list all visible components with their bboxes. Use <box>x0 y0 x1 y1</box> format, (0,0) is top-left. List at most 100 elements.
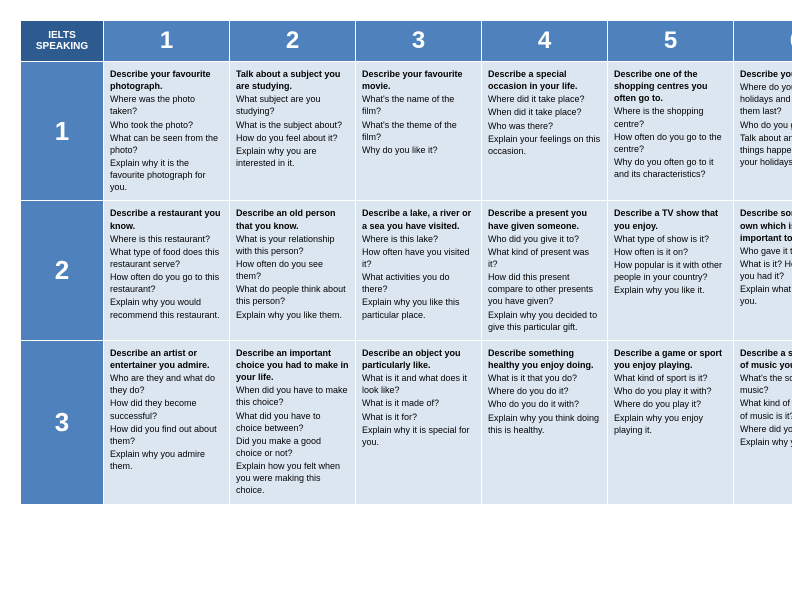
cell-question: Where do you play it? <box>614 398 727 410</box>
row-header-3: 3 <box>21 340 104 504</box>
cell-question: What's the name of the film? <box>362 93 475 117</box>
header-row: IELTS SPEAKING 1 2 3 4 5 6 <box>21 21 792 62</box>
col-header-6: 6 <box>734 21 792 62</box>
cell-question: What did you have to choice between? <box>236 410 349 434</box>
cell-question: How did you find out about them? <box>110 423 223 447</box>
cell-question: What type of show is it? <box>614 233 727 245</box>
cell-question: Explain why you enjoy playing it. <box>614 412 727 436</box>
ielts-speaking-table: IELTS SPEAKING 1 2 3 4 5 6 1 Describe yo… <box>20 20 792 505</box>
row-header-1: 1 <box>21 62 104 201</box>
cell-question: Where did it take place? <box>488 93 601 105</box>
cell-question: What can be seen from the photo? <box>110 132 223 156</box>
cell-question: Explain why you like it. <box>740 436 792 448</box>
cell-question: Who gave it to you? <box>740 245 792 257</box>
cell-3-2: Describe an important choice you had to … <box>230 340 356 504</box>
cell-question: Where is this lake? <box>362 233 475 245</box>
cell-title: Talk about a subject you are studying. <box>236 68 349 92</box>
cell-question: Where do you do it? <box>488 385 601 397</box>
row-header-2: 2 <box>21 201 104 340</box>
col-header-2: 2 <box>230 21 356 62</box>
cell-question: Why do you like it? <box>362 144 475 156</box>
cell-question: What activities you do there? <box>362 271 475 295</box>
cell-question: Who took the photo? <box>110 119 223 131</box>
table-row-3: 3 Describe an artist or entertainer you … <box>21 340 792 504</box>
cell-question: What is it that you do? <box>488 372 601 384</box>
cell-title: Describe a song or piece of music you li… <box>740 347 792 371</box>
cell-title: Describe a present you have given someon… <box>488 207 601 231</box>
cell-question: What is it and what does it look like? <box>362 372 475 396</box>
cell-question: Why do you often go to it and its charac… <box>614 156 727 180</box>
col-header-5: 5 <box>608 21 734 62</box>
cell-question: What is it for? <box>362 411 475 423</box>
cell-question: Where is the shopping centre? <box>614 105 727 129</box>
table-row-1: 1 Describe your favourite photograph.Whe… <box>21 62 792 201</box>
cell-question: What is the subject about? <box>236 119 349 131</box>
cell-question: Explain what it means to you. <box>740 283 792 307</box>
cell-question: Explain why it is special for you. <box>362 424 475 448</box>
cell-2-5: Describe a TV show that you enjoy. What t… <box>608 201 734 340</box>
cell-question: Explain why you like this particular pla… <box>362 296 475 320</box>
cell-question: Where was the photo taken? <box>110 93 223 117</box>
col-header-1: 1 <box>104 21 230 62</box>
cell-question: Explain your feelings on this occasion. <box>488 133 601 157</box>
cell-3-1: Describe an artist or entertainer you ad… <box>104 340 230 504</box>
cell-question: Explain why it is the favourite photogra… <box>110 157 223 193</box>
cell-title: Describe an old person that you know. <box>236 207 349 231</box>
cell-title: Describe an artist or entertainer you ad… <box>110 347 223 371</box>
cell-question: Where is this restaurant? <box>110 233 223 245</box>
cell-question: What is it? How long have you had it? <box>740 258 792 282</box>
col-header-3: 3 <box>356 21 482 62</box>
cell-question: Explain why you decided to give this par… <box>488 309 601 333</box>
cell-2-2: Describe an old person that you know.Wha… <box>230 201 356 340</box>
cell-title: Describe a lake, a river or a sea you ha… <box>362 207 475 231</box>
cell-question: How did they become successful? <box>110 397 223 421</box>
cell-2-1: Describe a restaurant you know. Where is … <box>104 201 230 340</box>
cell-question: What kind of song or piece of music is i… <box>740 397 792 421</box>
cell-question: How often have you visited it? <box>362 246 475 270</box>
header-corner: IELTS SPEAKING <box>21 21 104 62</box>
cell-question: How did this present compare to other pr… <box>488 271 601 307</box>
cell-question: When did it take place? <box>488 106 601 118</box>
cell-question: Who did you give it to? <box>488 233 601 245</box>
cell-1-4: Describe a special occasion in your life… <box>482 62 608 201</box>
cell-question: What's the theme of the film? <box>362 119 475 143</box>
cell-question: Explain how you felt when you were makin… <box>236 460 349 496</box>
cell-question: Did you make a good choice or not? <box>236 435 349 459</box>
cell-question: Who do you play it with? <box>614 385 727 397</box>
cell-1-2: Talk about a subject you are studying.Wh… <box>230 62 356 201</box>
cell-question: How do you feel about it? <box>236 132 349 144</box>
table-row-2: 2 Describe a restaurant you know. Where i… <box>21 201 792 340</box>
cell-question: Where did you first hear it? <box>740 423 792 435</box>
cell-question: Talk about any interesting things happen… <box>740 132 792 168</box>
cell-title: Describe something healthy you enjoy doi… <box>488 347 601 371</box>
cell-question: What kind of present was it? <box>488 246 601 270</box>
cell-question: Where do you go for the holidays and how… <box>740 81 792 117</box>
cell-question: Who are they and what do they do? <box>110 372 223 396</box>
cell-title: Describe a restaurant you know. <box>110 207 223 231</box>
cell-2-6: Describe something you own which is very… <box>734 201 792 340</box>
cell-3-5: Describe a game or sport you enjoy playi… <box>608 340 734 504</box>
cell-title: Describe a special occasion in your life… <box>488 68 601 92</box>
cell-title: Describe your favourite movie. <box>362 68 475 92</box>
cell-1-1: Describe your favourite photograph.Where… <box>104 62 230 201</box>
cell-title: Describe a TV show that you enjoy. <box>614 207 727 231</box>
cell-question: Explain why you like them. <box>236 309 349 321</box>
cell-1-3: Describe your favourite movie.What's the… <box>356 62 482 201</box>
cell-question: What kind of sport is it? <box>614 372 727 384</box>
cell-question: How often do you go to the centre? <box>614 131 727 155</box>
cell-question: Explain why you admire them. <box>110 448 223 472</box>
cell-question: How often do you go to this restaurant? <box>110 271 223 295</box>
cell-question: Explain why you are interested in it. <box>236 145 349 169</box>
cell-question: When did you have to make this choice? <box>236 384 349 408</box>
cell-question: Who was there? <box>488 120 601 132</box>
cell-question: What subject are you studying? <box>236 93 349 117</box>
cell-2-3: Describe a lake, a river or a sea you ha… <box>356 201 482 340</box>
cell-title: Describe an important choice you had to … <box>236 347 349 383</box>
col-header-4: 4 <box>482 21 608 62</box>
cell-question: Who do you go with? <box>740 119 792 131</box>
cell-3-3: Describe an object you particularly like… <box>356 340 482 504</box>
cell-question: Explain why you think doing this is heal… <box>488 412 601 436</box>
cell-title: Describe a game or sport you enjoy playi… <box>614 347 727 371</box>
cell-question: How often do you see them? <box>236 258 349 282</box>
cell-question: What is it made of? <box>362 397 475 409</box>
